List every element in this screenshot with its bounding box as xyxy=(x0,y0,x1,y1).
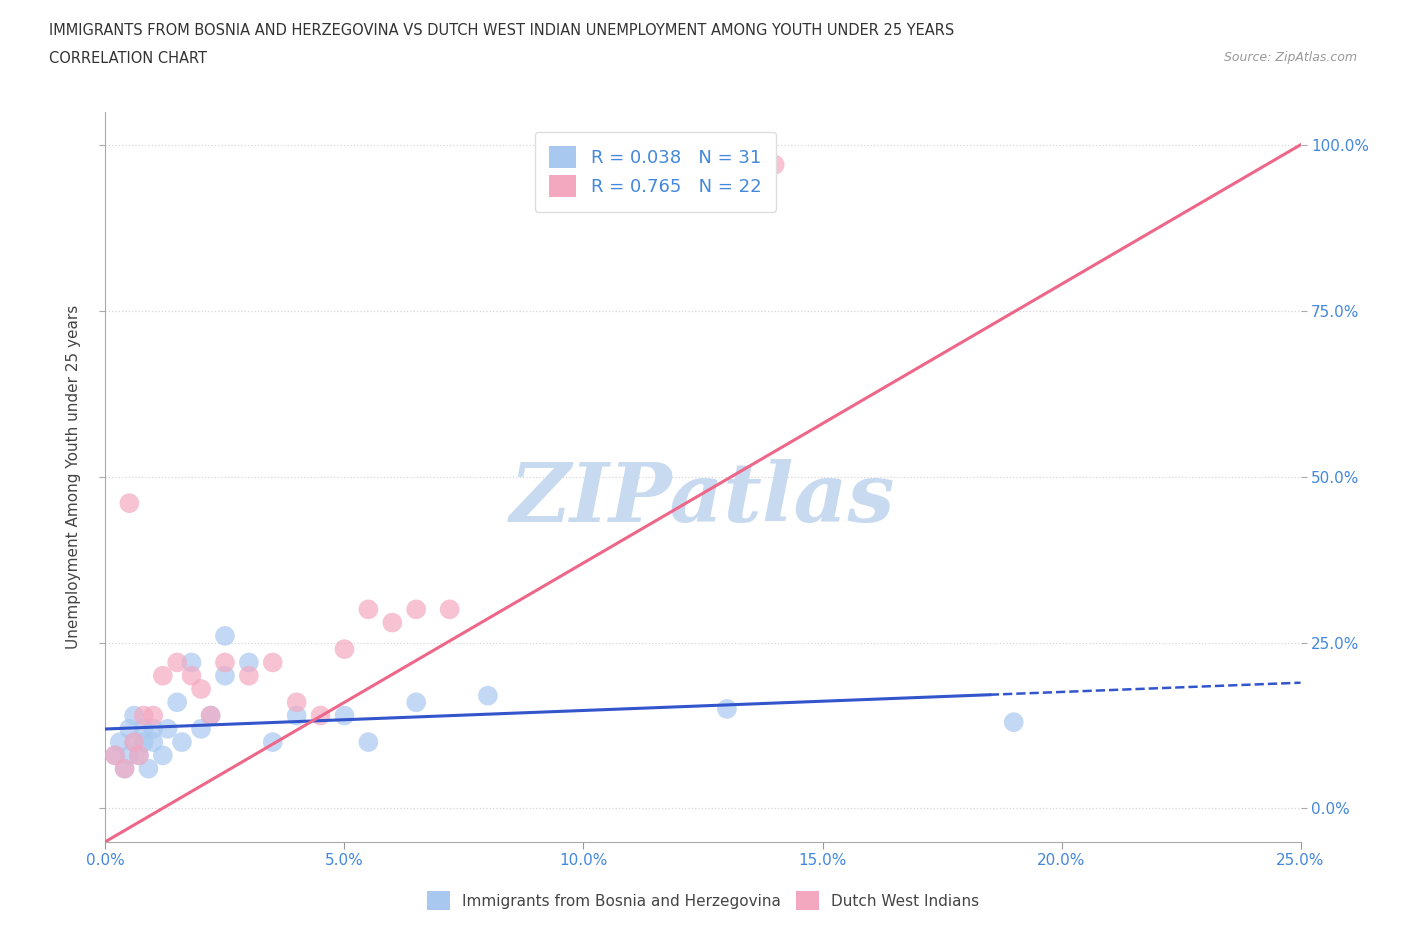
Point xyxy=(285,708,308,723)
Text: CORRELATION CHART: CORRELATION CHART xyxy=(49,51,207,66)
Point xyxy=(156,722,179,737)
Point xyxy=(309,708,332,723)
Point xyxy=(285,695,308,710)
Point xyxy=(118,722,141,737)
Point xyxy=(170,735,193,750)
Point xyxy=(357,602,380,617)
Y-axis label: Unemployment Among Youth under 25 years: Unemployment Among Youth under 25 years xyxy=(66,304,82,649)
Point xyxy=(716,701,738,716)
Point xyxy=(108,735,131,750)
Text: IMMIGRANTS FROM BOSNIA AND HERZEGOVINA VS DUTCH WEST INDIAN UNEMPLOYMENT AMONG Y: IMMIGRANTS FROM BOSNIA AND HERZEGOVINA V… xyxy=(49,23,955,38)
Point xyxy=(114,761,136,776)
Point xyxy=(214,655,236,670)
Legend: Immigrants from Bosnia and Herzegovina, Dutch West Indians: Immigrants from Bosnia and Herzegovina, … xyxy=(419,884,987,918)
Point xyxy=(166,655,188,670)
Point xyxy=(357,735,380,750)
Point xyxy=(262,735,284,750)
Point xyxy=(104,748,127,763)
Point xyxy=(180,655,202,670)
Legend: R = 0.038   N = 31, R = 0.765   N = 22: R = 0.038 N = 31, R = 0.765 N = 22 xyxy=(534,131,776,212)
Point xyxy=(439,602,461,617)
Point xyxy=(238,655,260,670)
Point xyxy=(138,761,160,776)
Point xyxy=(1002,715,1025,730)
Point xyxy=(180,669,202,684)
Point xyxy=(118,748,141,763)
Point xyxy=(142,708,165,723)
Point xyxy=(333,708,356,723)
Point xyxy=(200,708,222,723)
Point xyxy=(128,748,150,763)
Point xyxy=(405,695,427,710)
Point xyxy=(166,695,188,710)
Point xyxy=(122,708,145,723)
Point xyxy=(132,722,155,737)
Point xyxy=(214,669,236,684)
Point xyxy=(333,642,356,657)
Point xyxy=(104,748,127,763)
Point xyxy=(477,688,499,703)
Point xyxy=(132,708,155,723)
Point xyxy=(122,735,145,750)
Point xyxy=(142,735,165,750)
Point xyxy=(132,735,155,750)
Point xyxy=(763,157,786,172)
Point xyxy=(114,761,136,776)
Point xyxy=(200,708,222,723)
Point xyxy=(214,629,236,644)
Point xyxy=(262,655,284,670)
Point xyxy=(152,748,174,763)
Text: Source: ZipAtlas.com: Source: ZipAtlas.com xyxy=(1223,51,1357,64)
Point xyxy=(381,616,404,631)
Point xyxy=(238,669,260,684)
Point xyxy=(122,735,145,750)
Point xyxy=(190,722,212,737)
Point xyxy=(190,682,212,697)
Point xyxy=(152,669,174,684)
Point xyxy=(405,602,427,617)
Text: ZIPatlas: ZIPatlas xyxy=(510,458,896,538)
Point xyxy=(128,748,150,763)
Point xyxy=(142,722,165,737)
Point xyxy=(118,496,141,511)
